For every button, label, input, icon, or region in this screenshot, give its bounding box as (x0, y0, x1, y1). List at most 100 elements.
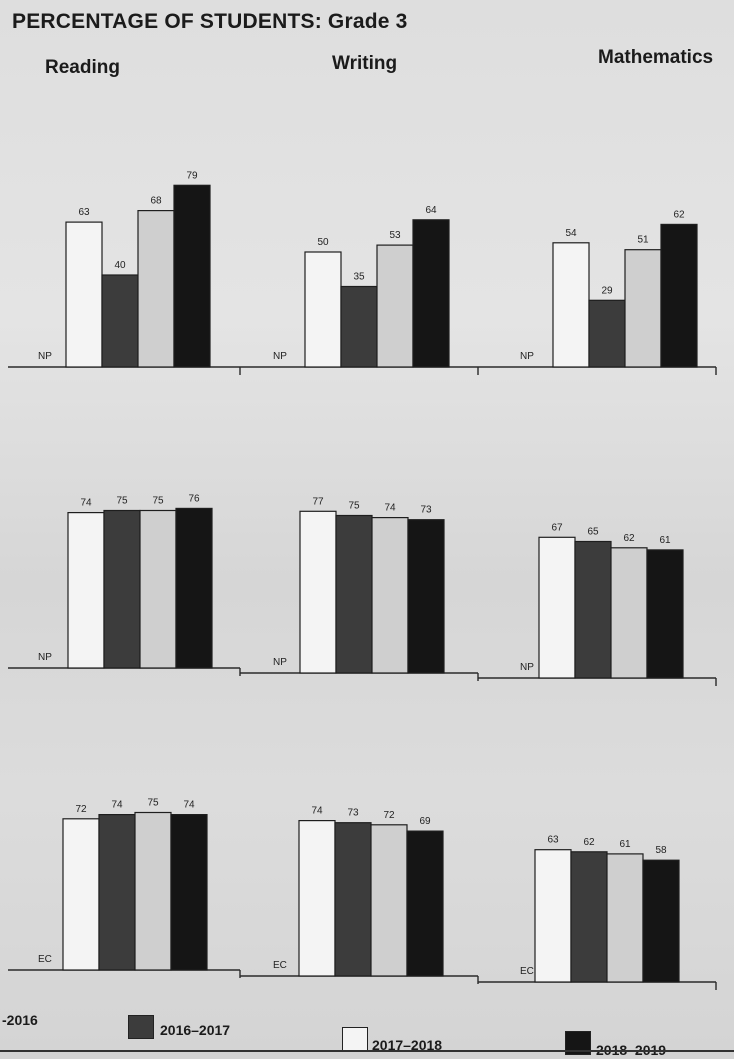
group-label-reading-row1: NP (38, 351, 52, 362)
chart-mathematics-row3: EC 63 62 61 58 (478, 835, 717, 990)
data-label-writing-row3-2016-2017: 73 (347, 808, 359, 819)
data-label-mathematics-row2-2018-2019: 61 (659, 535, 671, 546)
subject-heading-reading: Reading (45, 57, 120, 78)
bar-reading-row2-2018-2019 (175, 507, 213, 669)
bar-writing-row3-2018-2019 (406, 830, 444, 977)
legend-label-0: -2016 (2, 1012, 38, 1028)
data-label-writing-row2-2017-2018: 74 (384, 503, 396, 514)
bar-reading-row1-2015-2016 (65, 221, 103, 368)
data-label-writing-row2-2016-2017: 75 (348, 501, 360, 512)
bar-mathematics-row3-2015-2016 (534, 849, 572, 983)
data-label-mathematics-row2-2016-2017: 65 (587, 527, 599, 538)
group-label-mathematics-row2: NP (520, 662, 534, 673)
chart-writing-row1: NP 50 35 53 64 (240, 205, 479, 375)
data-label-reading-row1-2016-2017: 40 (114, 260, 126, 271)
group-label-writing-row3: EC (273, 960, 287, 971)
data-label-reading-row1-2015-2016: 63 (78, 207, 90, 218)
data-label-mathematics-row3-2016-2017: 62 (583, 837, 595, 848)
data-label-reading-row1-2018-2019: 79 (186, 170, 198, 181)
bar-mathematics-row3-2016-2017 (570, 851, 608, 983)
bar-mathematics-row2-2017-2018 (610, 547, 648, 679)
bar-reading-row3-2015-2016 (62, 818, 100, 971)
data-label-reading-row2-2015-2016: 74 (80, 498, 92, 509)
bar-reading-row2-2016-2017 (103, 509, 141, 669)
group-label-reading-row2: NP (38, 652, 52, 663)
group-label-mathematics-row3: EC (520, 966, 534, 977)
bar-reading-row1-2018-2019 (173, 184, 211, 368)
chart-writing-row3: EC 74 73 72 69 (240, 806, 479, 984)
bar-writing-row2-2015-2016 (299, 510, 337, 674)
data-label-writing-row1-2018-2019: 64 (425, 205, 437, 216)
bar-reading-row3-2017-2018 (134, 811, 172, 971)
bar-charts: NP 63 40 68 79 NP 50 35 53 64 NP 54 29 51 62 NP 74 75 75 76… (8, 170, 717, 990)
data-label-writing-row3-2015-2016: 74 (311, 806, 323, 817)
legend-swatch-1 (128, 1015, 154, 1039)
group-label-writing-row2: NP (273, 657, 287, 668)
chart-reading-row2: NP 74 75 75 76 (8, 493, 241, 676)
data-label-mathematics-row1-2015-2016: 54 (565, 228, 577, 239)
bar-writing-row1-2016-2017 (340, 285, 378, 368)
bar-writing-row2-2016-2017 (335, 514, 373, 674)
data-label-reading-row2-2016-2017: 75 (116, 496, 128, 507)
bar-reading-row1-2017-2018 (137, 210, 175, 368)
data-label-writing-row2-2015-2016: 77 (312, 496, 324, 507)
data-label-mathematics-row2-2017-2018: 62 (623, 533, 635, 544)
legend-swatch-2 (342, 1027, 368, 1051)
bar-mathematics-row2-2016-2017 (574, 540, 612, 679)
bar-mathematics-row1-2015-2016 (552, 242, 590, 368)
bar-mathematics-row1-2016-2017 (588, 299, 626, 368)
data-label-writing-row2-2018-2019: 73 (420, 505, 432, 516)
data-label-mathematics-row3-2017-2018: 61 (619, 839, 631, 850)
bar-writing-row3-2017-2018 (370, 824, 408, 977)
data-label-mathematics-row2-2015-2016: 67 (551, 522, 563, 533)
bar-writing-row2-2018-2019 (407, 519, 445, 674)
chart-reading-row1: NP 63 40 68 79 (8, 170, 241, 375)
group-label-reading-row3: EC (38, 954, 52, 965)
bar-writing-row2-2017-2018 (371, 516, 409, 674)
bar-mathematics-row1-2018-2019 (660, 223, 698, 368)
data-label-reading-row3-2015-2016: 72 (75, 804, 87, 815)
data-label-mathematics-row1-2018-2019: 62 (673, 209, 685, 220)
legend-label-1: 2016–2017 (160, 1022, 231, 1038)
data-label-writing-row1-2017-2018: 53 (389, 230, 401, 241)
page-title: PERCENTAGE OF STUDENTS: Grade 3 (12, 10, 408, 33)
group-label-mathematics-row1: NP (520, 351, 534, 362)
data-label-reading-row2-2018-2019: 76 (188, 493, 200, 504)
data-label-reading-row3-2018-2019: 74 (183, 800, 195, 811)
bar-reading-row3-2018-2019 (170, 813, 208, 971)
bar-writing-row1-2018-2019 (412, 219, 450, 368)
data-label-writing-row1-2015-2016: 50 (317, 237, 329, 248)
bar-writing-row3-2015-2016 (298, 819, 336, 977)
data-label-reading-row3-2016-2017: 74 (111, 800, 123, 811)
bar-reading-row3-2016-2017 (98, 813, 136, 971)
data-label-mathematics-row3-2015-2016: 63 (547, 835, 559, 846)
bar-mathematics-row3-2017-2018 (606, 853, 644, 983)
chart-reading-row3: EC 72 74 75 74 (8, 798, 241, 978)
data-label-writing-row3-2017-2018: 72 (383, 810, 395, 821)
subject-heading-mathematics: Mathematics (598, 47, 714, 68)
bar-reading-row2-2017-2018 (139, 509, 177, 669)
chart-mathematics-row2: NP 67 65 62 61 (478, 522, 717, 686)
bar-writing-row3-2016-2017 (334, 822, 372, 977)
data-label-reading-row3-2017-2018: 75 (147, 798, 159, 809)
data-label-mathematics-row3-2018-2019: 58 (655, 845, 667, 856)
subject-heading-writing: Writing (332, 53, 398, 74)
bar-mathematics-row2-2015-2016 (538, 536, 576, 679)
legend-label-2: 2017–2018 (372, 1037, 443, 1053)
chart-writing-row2: NP 77 75 74 73 (240, 496, 479, 681)
bar-writing-row1-2015-2016 (304, 251, 342, 368)
data-label-writing-row3-2018-2019: 69 (419, 816, 431, 827)
data-label-mathematics-row1-2016-2017: 29 (601, 285, 613, 296)
bottom-rule (0, 1050, 734, 1052)
bar-mathematics-row3-2018-2019 (642, 859, 680, 983)
chart-mathematics-row1: NP 54 29 51 62 (478, 209, 717, 375)
data-label-reading-row2-2017-2018: 75 (152, 496, 164, 507)
bar-mathematics-row1-2017-2018 (624, 249, 662, 368)
group-label-writing-row1: NP (273, 351, 287, 362)
bar-reading-row2-2015-2016 (67, 511, 105, 669)
data-label-writing-row1-2016-2017: 35 (353, 272, 365, 283)
bar-writing-row1-2017-2018 (376, 244, 414, 368)
bar-reading-row1-2016-2017 (101, 274, 139, 368)
data-label-reading-row1-2017-2018: 68 (150, 196, 162, 207)
bar-mathematics-row2-2018-2019 (646, 549, 684, 679)
